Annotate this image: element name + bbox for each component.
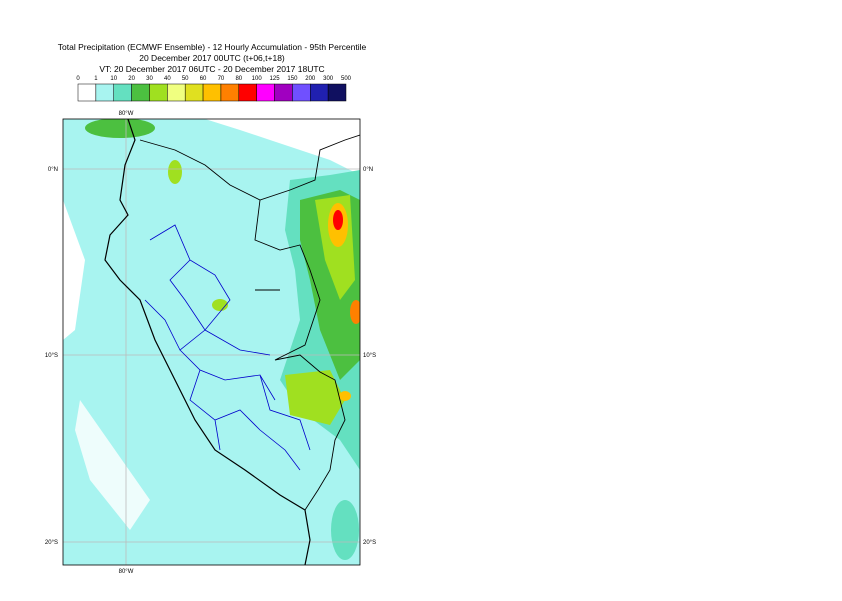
title-line: VT: 20 December 2017 06UTC - 20 December… xyxy=(99,64,324,74)
legend-label: 30 xyxy=(146,76,153,82)
legend-swatch xyxy=(220,83,240,102)
region-boundary xyxy=(144,224,311,471)
legend-swatch xyxy=(202,83,222,102)
legend-label: 300 xyxy=(323,76,334,82)
title-line: 20 December 2017 00UTC (t+06,t+18) xyxy=(139,53,285,63)
legend: 0 1 10 20 30 40 50 60 70 80 100 125 150 200 300 500 xyxy=(76,76,352,102)
legend-swatch xyxy=(95,83,114,102)
legend-swatch xyxy=(184,83,204,102)
coastline xyxy=(104,119,311,565)
legend-label: 70 xyxy=(218,76,225,82)
legend-swatch xyxy=(149,83,168,102)
precip-field xyxy=(339,391,351,401)
lat-label: 10°S xyxy=(45,353,58,359)
legend-swatch xyxy=(292,83,311,102)
legend-label: 100 xyxy=(252,76,263,82)
legend-label: 20 xyxy=(128,76,135,82)
legend-label: 150 xyxy=(287,76,298,82)
precip-field xyxy=(350,300,360,324)
legend-swatch xyxy=(327,83,347,102)
lat-label: 0°N xyxy=(48,167,58,173)
legend-swatch xyxy=(310,83,329,102)
legend-swatch xyxy=(238,83,257,102)
lon-label: 80°W xyxy=(119,569,134,575)
legend-label: 500 xyxy=(341,76,352,82)
legend-swatch xyxy=(131,83,150,102)
precip-field xyxy=(333,210,343,230)
title-line: Total Precipitation (ECMWF Ensemble) - 1… xyxy=(58,42,367,52)
precip-field xyxy=(285,370,345,425)
legend-swatch xyxy=(274,83,293,102)
legend-label: 60 xyxy=(200,76,207,82)
dry-area xyxy=(75,400,150,530)
legend-swatch xyxy=(113,83,132,102)
legend-label: 1 xyxy=(94,76,98,82)
legend-swatch xyxy=(167,83,186,102)
map-frame xyxy=(62,118,361,566)
legend-label: 200 xyxy=(305,76,316,82)
precip-field xyxy=(331,500,359,560)
dry-area xyxy=(63,200,85,340)
legend-swatch xyxy=(256,83,275,102)
precip-field xyxy=(212,299,228,311)
legend-label: 125 xyxy=(270,76,281,82)
lon-label: 80°W xyxy=(119,111,134,117)
lat-label: 0°N xyxy=(363,167,373,173)
legend-label: 40 xyxy=(164,76,171,82)
legend-label: 50 xyxy=(182,76,189,82)
precip-field xyxy=(85,119,155,138)
precip-field xyxy=(168,160,182,184)
legend-label: 0 xyxy=(76,76,80,82)
legend-label: 80 xyxy=(235,76,242,82)
map xyxy=(63,119,360,565)
legend-label: 10 xyxy=(110,76,117,82)
lat-label: 20°S xyxy=(45,540,58,546)
border xyxy=(139,134,360,511)
legend-swatch xyxy=(77,83,97,102)
lat-label: 20°S xyxy=(363,540,376,546)
dry-area xyxy=(205,119,360,175)
lat-label: 10°S xyxy=(363,353,376,359)
